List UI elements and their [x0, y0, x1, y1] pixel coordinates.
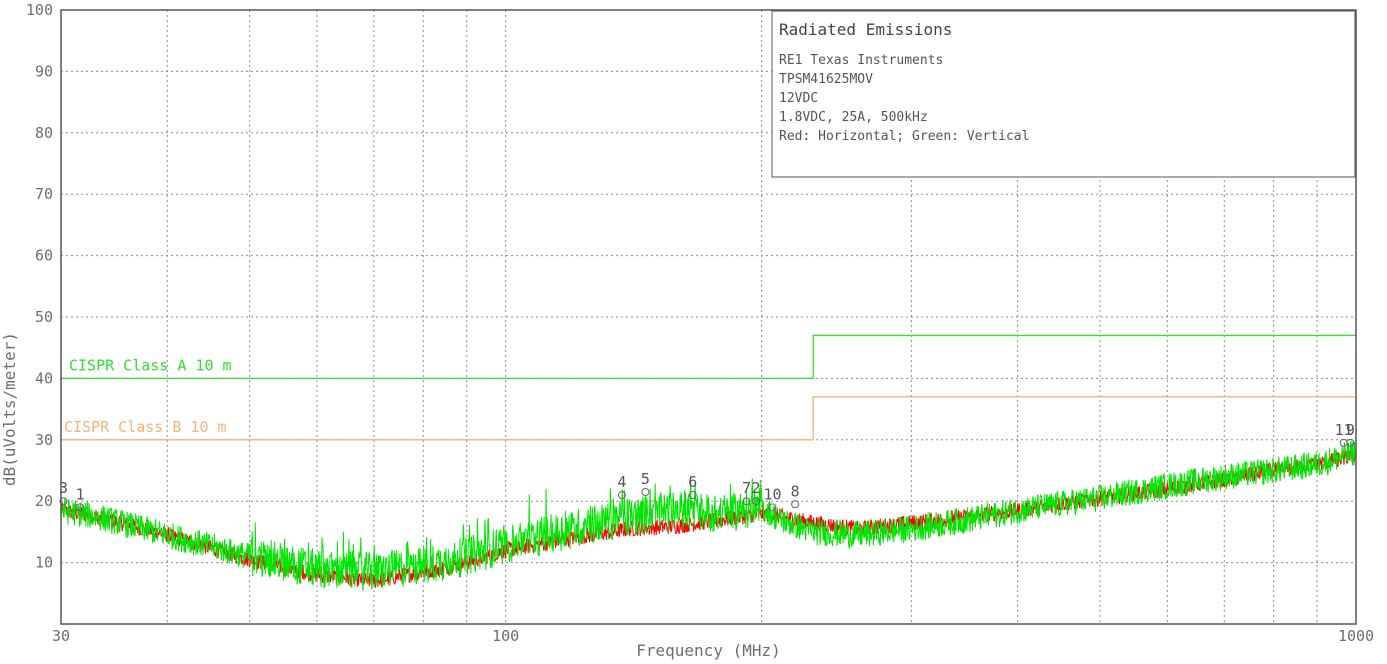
- chart-title: Radiated Emissions: [779, 20, 952, 39]
- class-b-limit-label: CISPR Class B 10 m: [64, 418, 227, 436]
- info-box-frame: [771, 10, 1356, 178]
- peak-marker: [76, 503, 85, 512]
- class-a-limit-line: [61, 334, 1356, 380]
- peak-marker: [1339, 438, 1348, 447]
- info-line-output: 1.8VDC, 25A, 500kHz: [779, 110, 928, 125]
- peak-marker: [752, 497, 761, 506]
- peak-marker: [1346, 438, 1355, 447]
- x-tick-label: 30: [52, 627, 70, 645]
- plot-frame: [60, 9, 1357, 625]
- peak-marker: [59, 497, 68, 506]
- x-tick-label: 1000: [1338, 627, 1374, 645]
- y-tick-label: 40: [35, 369, 53, 387]
- y-tick-label: 30: [35, 431, 53, 449]
- y-tick-label: 100: [26, 1, 53, 19]
- y-tick-label: 50: [35, 308, 53, 326]
- class-b-limit-line: [61, 396, 1356, 441]
- class-a-limit-label: CISPR Class A 10 m: [69, 356, 232, 374]
- peak-marker-label: 10: [764, 485, 782, 503]
- peak-marker-label: 8: [791, 482, 800, 500]
- y-tick-label: 20: [35, 492, 53, 510]
- info-line-part: TPSM41625MOV: [779, 72, 873, 87]
- peak-marker-label: 3: [59, 479, 68, 497]
- peak-marker-label: 5: [641, 470, 650, 488]
- peak-marker: [617, 491, 626, 500]
- tick-labels: 10 20 30 40 50 60 70 80 90 100 30 100 1000: [26, 1, 1374, 645]
- y-tick-label: 80: [35, 124, 53, 142]
- x-tick-label: 100: [492, 627, 519, 645]
- peak-marker-label: 1: [76, 485, 85, 503]
- y-tick-label: 90: [35, 62, 53, 80]
- y-tick-label: 60: [35, 247, 53, 265]
- peak-marker: [768, 503, 777, 512]
- y-tick-label: 70: [35, 185, 53, 203]
- y-axis-title: dB(uVolts/meter): [0, 332, 19, 486]
- peak-marker: [641, 487, 650, 496]
- info-line-company: RE1 Texas Instruments: [779, 53, 943, 68]
- peak-marker-label: 7: [742, 479, 751, 497]
- x-axis-title: Frequency (MHz): [636, 641, 781, 660]
- peak-marker: [791, 500, 800, 509]
- peak-marker: [688, 491, 697, 500]
- y-tick-label: 10: [35, 554, 53, 572]
- info-line-legend: Red: Horizontal; Green: Vertical: [779, 129, 1029, 144]
- peak-marker-label: 2: [752, 479, 761, 497]
- peak-marker: [742, 497, 751, 506]
- data-series: [60, 440, 1357, 591]
- info-box: Radiated Emissions RE1 Texas Instruments…: [771, 10, 1356, 178]
- peak-marker-label: 9: [1346, 421, 1355, 439]
- peak-marker-label: 11: [1335, 421, 1353, 439]
- peak-marker-label: 4: [617, 473, 626, 491]
- series-vertical-trace: [60, 440, 1357, 591]
- peak-marker-label: 6: [688, 473, 697, 491]
- info-line-input: 12VDC: [779, 91, 818, 106]
- limit-lines: CISPR Class A 10 m CISPR Class B 10 m: [61, 334, 1356, 441]
- peak-markers: 3 1 4 5 6 7 2 10 8 119: [59, 421, 1355, 512]
